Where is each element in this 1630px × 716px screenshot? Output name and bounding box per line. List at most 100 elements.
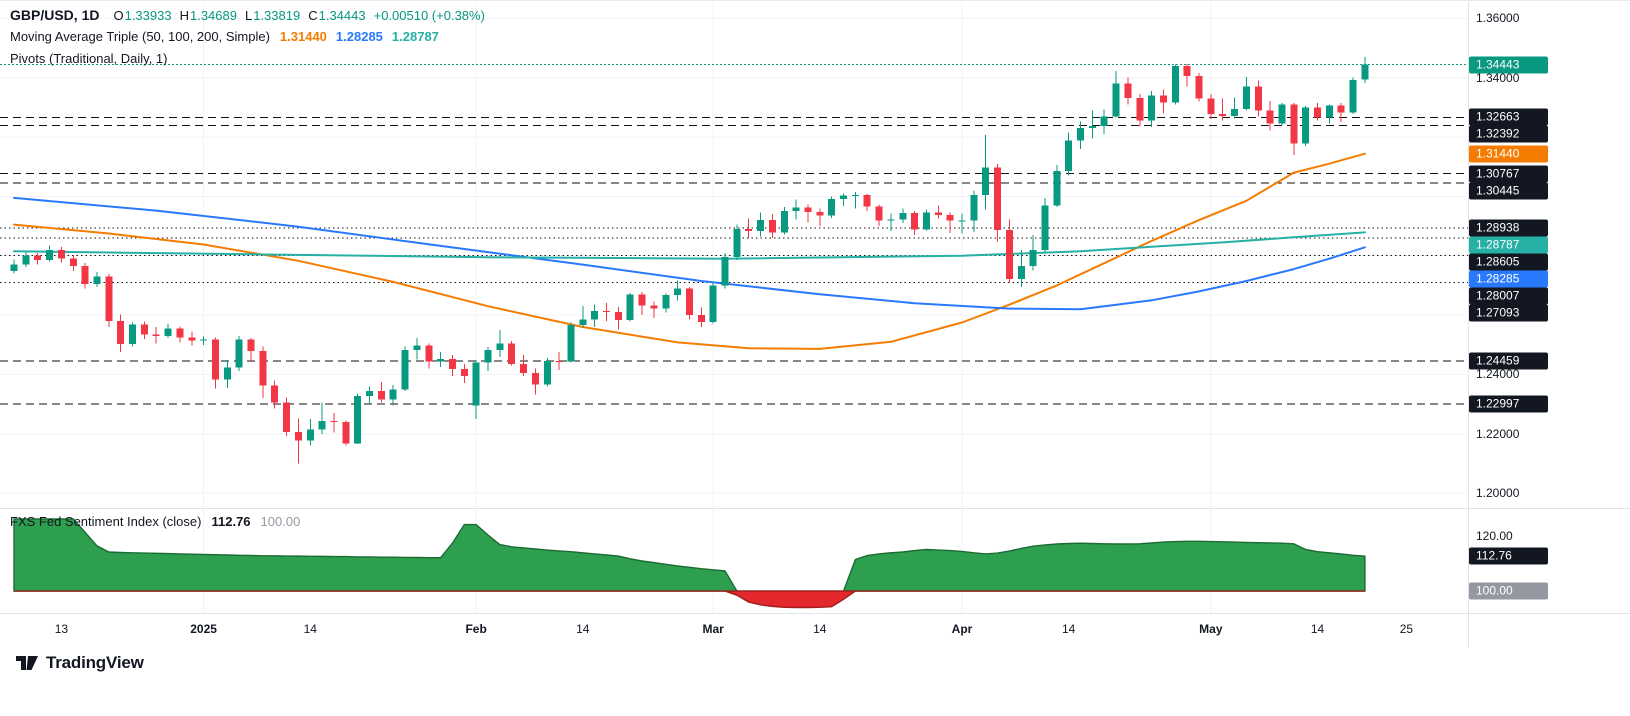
candle-body [200,339,208,341]
candle-body [674,288,682,295]
pivots-legend-row[interactable]: Pivots (Traditional, Daily, 1) [10,51,485,73]
candle-body [768,219,776,233]
candle-body [140,324,148,335]
candle-body [579,319,587,326]
sma50-line [13,152,1366,350]
candle-body [697,315,705,322]
candle-body [863,195,871,207]
candle-body [934,212,942,215]
candle-body [792,207,800,212]
candle-body [1219,114,1227,116]
candle-body [69,258,77,267]
candle-body [1278,104,1286,124]
candle-body [1077,128,1084,141]
candle-body [81,266,89,284]
price-badge: 1.28285 [1469,270,1548,288]
candle-body [401,350,409,390]
symbol-legend-row[interactable]: GBP/USD, 1D O 1.33933 H 1.34689 L 1.33819 C… [10,7,485,29]
change-value: +0.00510 (+0.38%) [373,8,485,23]
candle-body [1136,97,1144,121]
candle-body [1361,64,1369,80]
open-value: 1.33933 [124,8,172,23]
tradingview-logo-text: TradingView [46,653,144,672]
candle-body [531,372,539,385]
price-badge: 1.28605 [1469,253,1548,271]
ma-legend-row[interactable]: Moving Average Triple (50, 100, 200, Sim… [10,29,485,51]
candle-body [1112,83,1120,117]
ma200-value: 1.28787 [391,29,439,44]
candle-body [1124,83,1132,98]
tradingview-watermark[interactable]: TradingView [14,651,144,675]
time-axis-label: 14 [576,622,590,636]
sentiment-area-below [14,590,1365,609]
candle-body [271,385,279,403]
price-grid-label: 1.24000 [1476,367,1520,382]
candle-body [899,213,907,220]
candle-body [709,285,717,322]
candle-body [1148,95,1156,121]
pane-separator[interactable] [0,508,1630,509]
candle-body [377,390,385,400]
candle-body [22,255,30,265]
candle-body [366,390,373,397]
candle-body [1159,95,1167,103]
chart-legend: GBP/USD, 1D O 1.33933 H 1.34689 L 1.33819 C… [10,7,485,73]
price-grid-label: 1.22000 [1476,426,1520,441]
candle-body [1088,125,1096,129]
price-badge: 1.24459 [1469,352,1548,370]
candle-body [508,343,516,364]
candle-body [129,324,136,345]
time-axis-label: 14 [1061,622,1076,636]
sentiment-legend-row[interactable]: FXS Fed Sentiment Index (close) 112.76 1… [10,514,310,536]
price-pane-canvas[interactable] [0,2,1468,508]
price-axis[interactable]: 1.36000 1.34000 1.24000 1.22000 1.20000 1.344… [1469,2,1629,646]
candle-body [958,220,966,222]
candle-body [662,294,670,309]
ma50-value: 1.31440 [279,29,327,44]
time-axis-label: 13 [54,622,69,636]
candle-body [34,255,42,261]
candle-body [745,229,753,232]
candle-body [152,334,160,336]
indicator-badge: 112.76 [1469,547,1548,565]
candle-body [164,328,172,336]
time-axis-label: Feb [465,622,487,636]
candle-body [294,432,302,441]
time-axis-label: Mar [702,622,724,636]
time-axis-label: 14 [813,622,827,636]
high-label: H [179,8,189,23]
candle-body [46,249,54,261]
sentiment-baseline-value: 100.00 [260,514,301,529]
candle-body [235,339,243,368]
sentiment-value: 112.76 [211,514,251,529]
high-value: 1.34689 [189,8,237,23]
candle-body [520,363,528,373]
candle-body [472,362,480,406]
axis-separator [0,613,1630,614]
price-grid-label: 1.36000 [1476,11,1520,26]
candle-body [117,321,125,345]
price-badge: 1.34443 [1469,56,1548,74]
close-value: 1.34443 [318,8,366,23]
time-axis-label: 2025 [190,622,217,636]
candle-body [259,351,267,386]
candle-body [840,195,847,199]
time-axis[interactable]: 13 2025 14 Feb 14 Mar 14 Apr 14 May 14 25 [0,614,1468,646]
time-axis-label: 14 [1310,622,1325,636]
candle-body [1065,140,1073,172]
candle-body [176,328,184,338]
indicator-pane-canvas[interactable] [0,509,1468,613]
price-badge: 1.22997 [1469,395,1548,413]
candle-body [603,310,610,313]
candle-body [685,288,693,316]
candle-body [93,276,101,284]
candle-body [211,339,219,380]
candle-body [10,264,18,272]
sentiment-area-above [13,518,1366,592]
pivots-indicator-title: Pivots (Traditional, Daily, 1) [10,51,168,66]
sma100-line [13,196,1366,311]
candle-body [780,211,788,233]
candle-body [318,421,326,430]
price-badge: 1.30767 [1469,165,1548,183]
candle-body [733,229,741,258]
